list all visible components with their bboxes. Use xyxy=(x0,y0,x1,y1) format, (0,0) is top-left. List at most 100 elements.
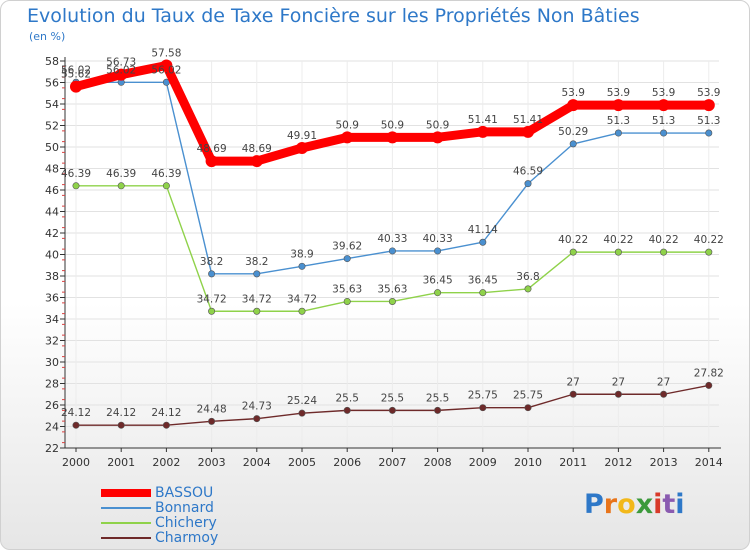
legend-swatch xyxy=(101,489,151,497)
data-label-bassou: 57.58 xyxy=(151,48,181,60)
logo-letter: r xyxy=(603,489,618,520)
data-point-bonnard xyxy=(569,140,577,148)
data-point-bonnard xyxy=(705,129,713,137)
legend-swatch xyxy=(101,507,151,509)
data-point-bassou xyxy=(70,80,82,93)
data-label-bassou: 48.69 xyxy=(242,143,272,155)
data-label-chichery: 36.8 xyxy=(516,271,539,283)
x-tick-label: 2011 xyxy=(559,456,587,469)
x-tick-label: 2003 xyxy=(198,456,226,469)
data-point-bonnard xyxy=(614,129,622,137)
data-label-chichery: 34.72 xyxy=(287,293,317,305)
data-point-bonnard xyxy=(388,247,396,255)
chart-title: Evolution du Taux de Taxe Foncière sur l… xyxy=(27,5,640,27)
legend-item-bassou: BASSOU xyxy=(101,485,301,501)
logo-letter: i xyxy=(653,489,663,520)
data-label-bonnard: 50.29 xyxy=(558,126,588,138)
legend-label: BASSOU xyxy=(155,485,214,501)
x-tick-label: 2000 xyxy=(62,456,90,469)
logo-letter: i xyxy=(675,489,685,520)
data-label-charmoy: 25.5 xyxy=(336,392,359,404)
data-label-charmoy: 24.12 xyxy=(106,407,136,419)
data-label-bonnard: 38.2 xyxy=(245,256,268,268)
data-point-bonnard xyxy=(298,262,306,270)
data-label-bassou: 56.73 xyxy=(106,57,136,69)
legend-swatch xyxy=(101,522,151,524)
data-point-bassou xyxy=(612,99,625,112)
data-label-chichery: 46.39 xyxy=(151,168,181,180)
data-point-charmoy xyxy=(614,390,622,398)
data-label-bassou: 53.9 xyxy=(607,87,630,99)
data-point-charmoy xyxy=(569,390,577,398)
data-label-charmoy: 27 xyxy=(567,376,580,388)
data-label-charmoy: 27.82 xyxy=(694,367,724,379)
data-label-chichery: 35.63 xyxy=(332,283,362,295)
data-label-charmoy: 27 xyxy=(612,376,625,388)
legend-item-chichery: Chichery xyxy=(101,515,301,531)
data-label-chichery: 35.63 xyxy=(377,283,407,295)
x-tick-label: 2008 xyxy=(424,456,452,469)
data-label-bonnard: 51.3 xyxy=(652,115,675,127)
x-tick-label: 2002 xyxy=(152,456,180,469)
y-tick-label: 38 xyxy=(45,270,59,283)
data-point-charmoy xyxy=(660,390,668,398)
data-label-bassou: 51.41 xyxy=(513,114,543,126)
data-label-bassou: 50.9 xyxy=(336,119,359,131)
y-tick-label: 52 xyxy=(45,120,59,133)
data-point-charmoy xyxy=(253,415,261,423)
data-label-bassou: 50.9 xyxy=(426,119,449,131)
data-label-bassou: 49.91 xyxy=(287,130,317,142)
data-point-chichery xyxy=(208,307,216,315)
data-point-bonnard xyxy=(524,180,532,188)
data-point-chichery xyxy=(569,248,577,256)
data-label-chichery: 36.45 xyxy=(468,275,498,287)
y-tick-label: 56 xyxy=(45,77,59,90)
y-tick-label: 50 xyxy=(45,141,59,154)
data-point-chichery xyxy=(434,289,442,297)
y-tick-label: 26 xyxy=(45,399,59,412)
data-point-chichery xyxy=(705,248,713,256)
data-point-bassou xyxy=(250,155,263,168)
data-point-bonnard xyxy=(208,270,216,278)
y-tick-label: 42 xyxy=(45,227,59,240)
data-point-bassou xyxy=(205,155,218,168)
data-point-chichery xyxy=(298,307,306,315)
data-point-bassou xyxy=(296,141,308,154)
legend-item-charmoy: Charmoy xyxy=(101,530,301,546)
data-label-bonnard: 51.3 xyxy=(607,115,630,127)
data-label-bassou: 53.9 xyxy=(697,87,720,99)
logo-letter: P xyxy=(584,489,604,520)
data-label-charmoy: 24.12 xyxy=(151,407,181,419)
logo-letter: o xyxy=(617,489,636,520)
data-point-bassou xyxy=(567,99,580,112)
data-point-bassou xyxy=(702,99,715,112)
y-unit-label: (en %) xyxy=(29,30,66,43)
data-point-bonnard xyxy=(434,247,442,255)
x-tick-label: 2014 xyxy=(695,456,723,469)
data-point-chichery xyxy=(343,297,351,305)
data-label-charmoy: 24.48 xyxy=(197,403,227,415)
data-label-charmoy: 25.5 xyxy=(381,392,404,404)
data-label-bonnard: 46.59 xyxy=(513,166,543,178)
data-label-chichery: 40.22 xyxy=(694,234,724,246)
data-point-bassou xyxy=(476,125,489,138)
y-tick-label: 48 xyxy=(45,163,59,176)
data-label-charmoy: 24.12 xyxy=(61,407,91,419)
data-label-bonnard: 56.02 xyxy=(61,64,91,76)
data-label-chichery: 46.39 xyxy=(106,168,136,180)
data-point-bassou xyxy=(386,131,399,144)
data-label-bassou: 51.41 xyxy=(468,114,498,126)
data-point-bonnard xyxy=(479,238,487,246)
data-label-charmoy: 27 xyxy=(657,376,670,388)
data-label-bonnard: 38.9 xyxy=(290,248,313,260)
data-label-bonnard: 51.3 xyxy=(697,115,720,127)
y-tick-label: 36 xyxy=(45,292,59,305)
data-label-chichery: 34.72 xyxy=(242,293,272,305)
x-tick-label: 2005 xyxy=(288,456,316,469)
x-tick-label: 2012 xyxy=(604,456,632,469)
data-point-charmoy xyxy=(479,404,487,412)
data-label-bassou: 53.9 xyxy=(652,87,675,99)
data-label-bonnard: 39.62 xyxy=(332,241,362,253)
